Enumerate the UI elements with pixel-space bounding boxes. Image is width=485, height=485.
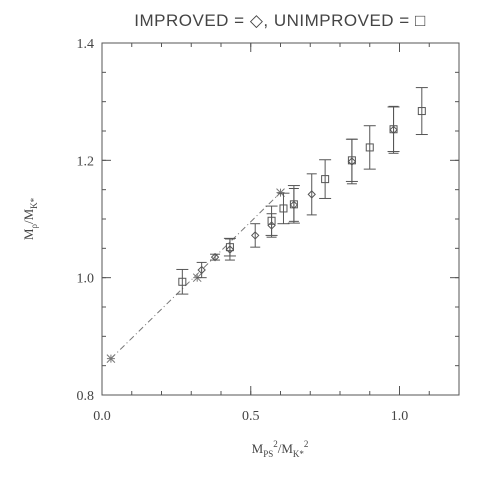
plot-frame	[101, 42, 460, 396]
fit-marker	[276, 188, 285, 197]
improved-point	[224, 238, 235, 261]
improved-point	[250, 223, 261, 248]
unimproved-point	[363, 125, 376, 170]
fit-line-group	[106, 188, 285, 363]
diamond-marker	[389, 125, 398, 135]
data-points	[176, 87, 428, 295]
improved-point	[196, 261, 207, 279]
y-axis-label: Mρ/MK*	[21, 197, 39, 240]
square-marker	[417, 107, 426, 116]
diamond-marker	[210, 252, 220, 262]
unimproved-point	[176, 268, 189, 295]
diamond-marker	[289, 200, 299, 210]
fit-marker	[106, 354, 116, 363]
x-axis-label: MPS2/MK*2	[252, 439, 309, 459]
improved-point	[210, 252, 221, 262]
x-tick-label: 0.0	[93, 409, 111, 424]
x-tick-label: 1.0	[391, 409, 409, 424]
improved-point	[306, 173, 317, 216]
diamond-marker	[267, 221, 276, 230]
chart-title: IMPROVED = ◇, UNIMPROVED = □	[134, 11, 425, 30]
square-marker	[365, 143, 374, 152]
improved-point	[266, 213, 277, 238]
y-tick-label: 1.2	[77, 154, 95, 169]
x-tick-label: 0.5	[242, 409, 260, 424]
diamond-marker	[347, 157, 357, 166]
y-tick-label: 0.8	[77, 389, 95, 404]
diamond-marker	[307, 190, 316, 199]
square-marker	[321, 175, 330, 184]
diamond-marker	[225, 245, 235, 254]
unimproved-point	[277, 192, 290, 225]
square-marker	[279, 204, 288, 213]
square-marker	[178, 277, 187, 286]
unimproved-point	[319, 159, 332, 199]
axis-ticks: 0.0 0.5 1.0 0.8 1.0 1.2 1.4	[77, 37, 460, 424]
y-tick-label: 1.4	[77, 37, 95, 52]
unimproved-point	[415, 87, 428, 136]
improved-point	[346, 138, 357, 185]
y-tick-label: 1.0	[77, 272, 95, 287]
diamond-marker	[251, 231, 260, 240]
diamond-marker	[197, 265, 206, 275]
improved-point	[388, 105, 399, 154]
improved-point	[288, 187, 299, 222]
